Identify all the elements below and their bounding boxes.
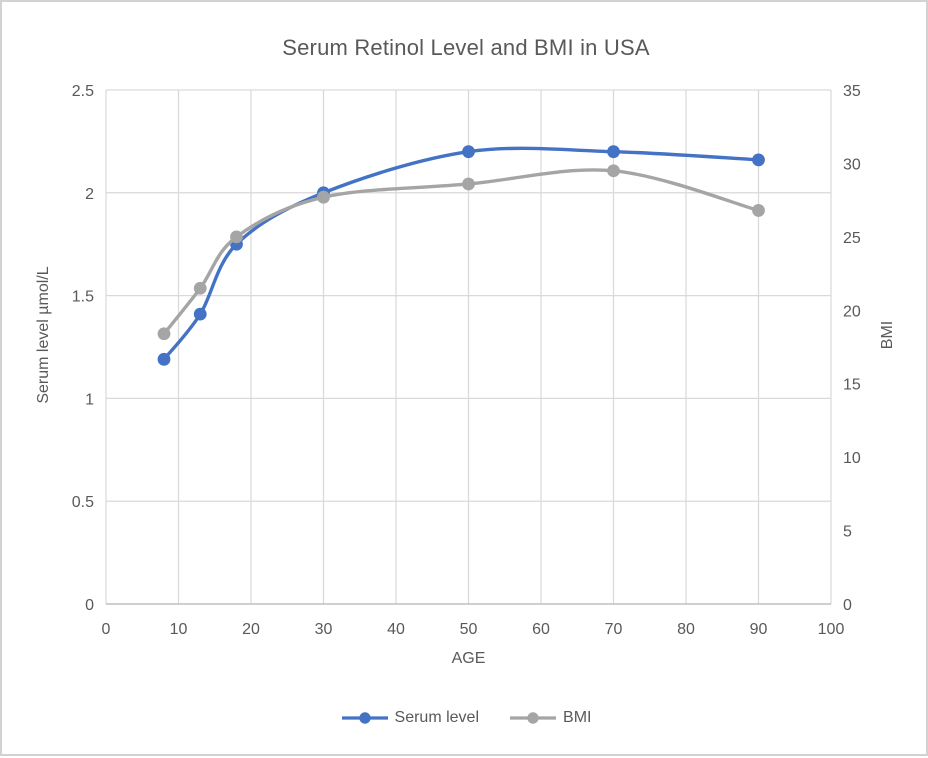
data-point-bmi bbox=[193, 281, 207, 295]
chart-title: Serum Retinol Level and BMI in USA bbox=[282, 35, 650, 60]
data-point-serum-level bbox=[607, 145, 620, 159]
legend-label-bmi: BMI bbox=[563, 709, 592, 726]
y-axis-right-tick-label: 5 bbox=[843, 524, 852, 541]
y-axis-right-tick-label: 0 bbox=[843, 597, 852, 614]
x-axis-tick-label: 30 bbox=[315, 621, 333, 638]
x-axis-tick-label: 90 bbox=[750, 621, 768, 638]
data-point-bmi bbox=[317, 190, 330, 204]
x-axis-tick-label: 100 bbox=[818, 621, 845, 638]
x-axis-tick-label: 10 bbox=[170, 621, 188, 638]
y-axis-left-tick-label: 0 bbox=[85, 597, 94, 614]
data-point-bmi bbox=[230, 230, 243, 244]
x-axis-tick-label: 70 bbox=[605, 621, 623, 638]
y-axis-left-tick-label: 2 bbox=[85, 186, 94, 203]
series-line-serum-level bbox=[162, 146, 761, 362]
bmi-legend-marker-icon bbox=[510, 712, 557, 724]
legend-label-serum-level: Serum level bbox=[394, 709, 480, 726]
x-axis-tick-label: 80 bbox=[677, 621, 695, 638]
x-axis-tick-label: 0 bbox=[102, 621, 111, 638]
y-axis-right-tick-label: 15 bbox=[843, 377, 861, 394]
y-axis-right-tick-label: 35 bbox=[843, 83, 861, 100]
y-axis-left-tick-label: 2.5 bbox=[72, 83, 94, 100]
x-axis-tick-label: 40 bbox=[387, 621, 405, 638]
data-point-serum-level bbox=[462, 145, 475, 159]
data-point-serum-level bbox=[752, 153, 765, 167]
x-axis-tick-label: 50 bbox=[460, 621, 478, 638]
y-axis-right-tick-label: 30 bbox=[843, 156, 861, 173]
data-point-bmi bbox=[607, 164, 620, 178]
y-axis-title-left: Serum level µmol/L bbox=[35, 266, 52, 404]
y-axis-right-tick-label: 25 bbox=[843, 230, 861, 247]
y-axis-left-tick-label: 1 bbox=[85, 391, 94, 408]
y-axis-left-tick-label: 0.5 bbox=[72, 494, 94, 511]
legend-item-bmi: BMI bbox=[509, 709, 591, 727]
y-axis-right-tick-label: 10 bbox=[843, 450, 861, 467]
data-point-serum-level bbox=[193, 307, 207, 321]
data-point-bmi bbox=[752, 204, 765, 217]
series-line-bmi bbox=[162, 168, 761, 336]
serum-level-legend-marker-icon bbox=[341, 712, 388, 724]
y-axis-title-right: BMI bbox=[879, 320, 896, 350]
x-axis-title: AGE bbox=[451, 650, 486, 667]
data-point-serum-level bbox=[157, 352, 171, 366]
y-axis-left-tick-label: 1.5 bbox=[72, 289, 94, 306]
legend: Serum level BMI bbox=[2, 709, 928, 727]
x-axis-tick-label: 60 bbox=[532, 621, 550, 638]
data-point-bmi bbox=[462, 177, 475, 191]
x-axis-tick-label: 20 bbox=[242, 621, 260, 638]
legend-item-serum-level: Serum level bbox=[341, 709, 479, 727]
data-point-bmi bbox=[157, 327, 171, 341]
y-axis-right-tick-label: 20 bbox=[843, 303, 861, 320]
